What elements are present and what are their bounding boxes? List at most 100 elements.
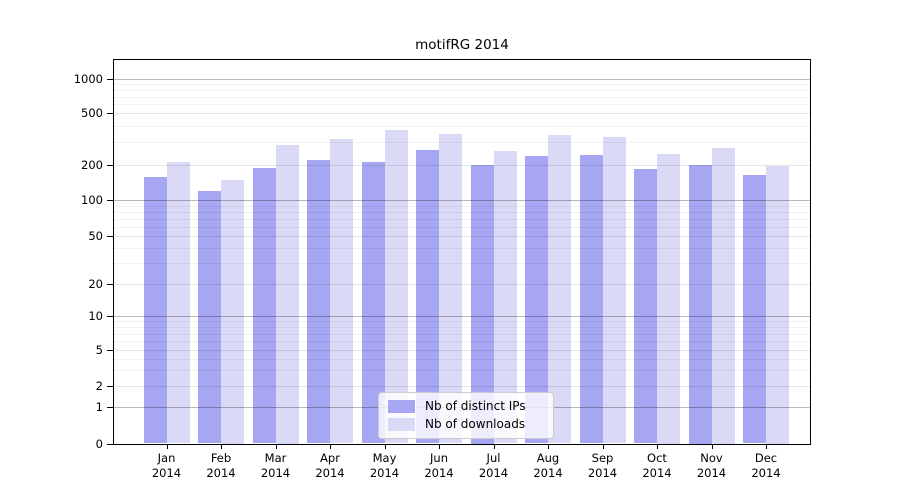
x-tick-year: 2014 [587, 466, 618, 480]
y-tick-mark [107, 236, 113, 237]
y-tick-label: 5 [95, 343, 103, 357]
y-tick-label: 2 [95, 379, 103, 393]
x-tick-mark [548, 444, 549, 449]
gridline-minor [114, 262, 810, 264]
y-tick-mark [107, 386, 113, 387]
legend-swatch-downloads [388, 418, 415, 431]
x-tick-year: 2014 [260, 466, 291, 480]
bar-oct-distinct-ips [634, 168, 657, 444]
gridline-minor [114, 104, 810, 106]
x-tick-mark [711, 444, 713, 449]
bar-feb-downloads [221, 179, 244, 444]
bar-dec-downloads [766, 166, 789, 444]
x-tick-month: Mar [264, 451, 287, 465]
y-tick-label: 500 [81, 106, 103, 120]
y-tick-label: 1000 [73, 72, 103, 86]
legend-label-downloads: Nb of downloads [425, 417, 526, 431]
bar-jul-distinct-ips [470, 165, 494, 444]
gridline-minor [114, 358, 810, 360]
x-tick-label-jan: Jan 2014 [137, 451, 197, 481]
x-tick-label-mar: Mar 2014 [246, 451, 306, 481]
y-tick-label: 0 [95, 437, 103, 451]
bar-dec-distinct-ips [743, 174, 766, 444]
bar-nov-distinct-ips [688, 165, 712, 444]
y-tick-label: 20 [88, 277, 103, 291]
x-tick-year: 2014 [151, 466, 182, 480]
bar-apr-distinct-ips [307, 159, 330, 444]
bar-may-downloads [384, 129, 408, 444]
x-tick-label-dec: Dec 2014 [736, 451, 796, 481]
x-tick-label-jun: Jun 2014 [409, 451, 469, 481]
gridline-major [114, 316, 810, 317]
x-tick-month: Dec [754, 451, 778, 465]
gridline-minor [114, 89, 810, 91]
y-tick-label: 100 [81, 193, 103, 207]
x-tick-label-jul: Jul 2014 [464, 451, 524, 481]
gridline-minor [114, 142, 810, 143]
legend-label-distinct-ips: Nb of distinct IPs [425, 399, 526, 413]
bar-jul-downloads [493, 150, 517, 444]
gridline-minor [114, 96, 810, 98]
x-tick-month: Aug [536, 451, 560, 465]
plot-area [113, 59, 811, 445]
gridline [114, 350, 810, 351]
y-tick-mark [107, 113, 113, 114]
gridline-minor [114, 218, 810, 220]
bar-jun-downloads [439, 134, 462, 444]
legend-swatch-distinct-ips [388, 400, 415, 413]
gridline [114, 284, 810, 285]
x-tick-mark [657, 444, 658, 449]
x-tick-year: 2014 [424, 466, 454, 480]
x-tick-label-feb: Feb 2014 [191, 451, 251, 481]
x-tick-mark [493, 444, 495, 449]
bar-mar-downloads [275, 144, 299, 444]
bar-jan-distinct-ips [143, 176, 167, 444]
gridline-minor [114, 333, 810, 335]
bar-sep-distinct-ips [579, 154, 603, 444]
y-tick-mark [107, 79, 113, 80]
x-tick-label-apr: Apr 2014 [300, 451, 360, 481]
gridline [114, 113, 810, 114]
x-tick-month: Jan [157, 451, 176, 465]
bar-apr-downloads [330, 138, 353, 444]
x-tick-year: 2014 [751, 466, 781, 480]
x-tick-year: 2014 [696, 466, 727, 480]
legend-item-downloads: Nb of downloads [388, 417, 544, 432]
gridline [114, 236, 810, 237]
y-tick-label: 50 [88, 229, 103, 243]
x-tick-mark [439, 444, 440, 449]
y-tick-label: 10 [88, 309, 103, 323]
bar-may-distinct-ips [361, 162, 385, 444]
x-tick-month: May [372, 451, 397, 465]
bar-aug-downloads [548, 134, 571, 444]
gridline-minor [114, 370, 810, 372]
x-tick-month: Feb [210, 451, 232, 465]
x-tick-month: Jun [430, 451, 448, 465]
x-tick-mark [330, 444, 331, 449]
y-tick-mark [107, 316, 113, 317]
legend-item-distinct-ips: Nb of distinct IPs [388, 399, 544, 414]
gridline [114, 386, 810, 387]
y-tick-mark [107, 350, 113, 351]
gridline-minor [114, 341, 810, 343]
gridline-minor [114, 321, 810, 323]
y-tick-mark [107, 200, 113, 201]
gridline-minor [114, 226, 810, 228]
gridline-minor [114, 211, 810, 213]
bar-jun-distinct-ips [416, 150, 439, 444]
x-tick-label-nov: Nov 2014 [682, 451, 742, 481]
gridline-minor [114, 125, 810, 127]
x-tick-year: 2014 [369, 466, 400, 480]
x-tick-label-sep: Sep 2014 [573, 451, 633, 481]
x-tick-mark [766, 444, 767, 449]
gridline-minor [114, 247, 810, 249]
x-tick-month: Sep [591, 451, 614, 465]
x-tick-mark [602, 444, 604, 449]
gridline [114, 165, 810, 166]
x-tick-month: Oct [647, 451, 667, 465]
x-tick-year: 2014 [642, 466, 672, 480]
chart-title: motifRG 2014 [415, 37, 509, 53]
bar-nov-downloads [711, 148, 735, 444]
x-tick-year: 2014 [206, 466, 236, 480]
bar-mar-distinct-ips [252, 168, 276, 444]
